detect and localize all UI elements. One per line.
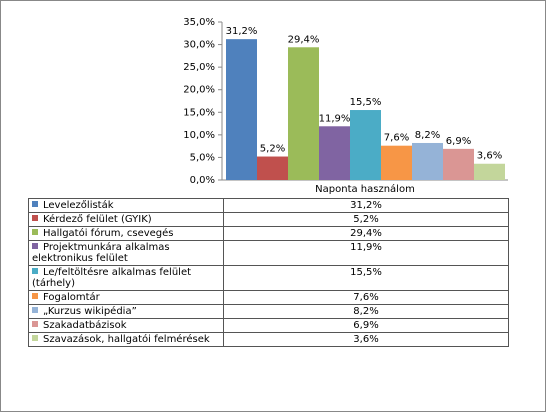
y-tick-label: 5,0%: [190, 152, 215, 163]
value-cell: 11,9%: [223, 240, 509, 266]
bar: [412, 142, 443, 180]
bar: [319, 126, 350, 180]
legend-key: [32, 201, 38, 207]
legend-label: Hallgatói fórum, csevegés: [43, 228, 174, 239]
table-row: Hallgatói fórum, csevegés 29,4%: [28, 226, 509, 241]
table-row: Le/feltöltésre alkalmas felület (tárhely…: [28, 265, 509, 291]
legend-label: Le/feltöltésre alkalmas felület (tárhely…: [32, 267, 192, 289]
table-row: Szavazások, hallgatói felmérések 3,6%: [28, 332, 509, 347]
table-row: Kérdező felület (GYIK) 5,2%: [28, 212, 509, 227]
bar: [474, 163, 505, 180]
data-label: 15,5%: [350, 97, 382, 108]
data-label: 29,4%: [288, 34, 320, 45]
y-tick-label: 10,0%: [183, 130, 215, 141]
y-tick-label: 20,0%: [183, 85, 215, 96]
data-label: 6,9%: [446, 136, 471, 147]
bar: [350, 110, 381, 180]
legend-cell: Levelezőlisták: [28, 198, 224, 213]
bar: [443, 148, 474, 180]
y-tick-label: 25,0%: [183, 62, 215, 73]
y-tick-label: 0,0%: [190, 175, 215, 186]
value-cell: 29,4%: [223, 226, 509, 241]
value-cell: 15,5%: [223, 265, 509, 291]
data-label: 7,6%: [384, 133, 409, 144]
bar: [381, 145, 412, 180]
value-cell: 5,2%: [223, 212, 509, 227]
legend-key: [32, 268, 38, 274]
legend-label: Szavazások, hallgatói felmérések: [43, 334, 210, 345]
value-cell: 7,6%: [223, 290, 509, 305]
value-cell: 31,2%: [223, 198, 509, 213]
legend-label: Kérdező felület (GYIK): [43, 214, 152, 225]
legend-key: [32, 215, 38, 221]
table-row: Levelezőlisták 31,2%: [28, 198, 509, 213]
legend-label: Projektmunkára alkalmas elektronikus fel…: [32, 242, 170, 264]
y-tick-label: 30,0%: [183, 40, 215, 51]
legend-key: [32, 293, 38, 299]
value-cell: 3,6%: [223, 332, 509, 347]
bar: [257, 156, 288, 180]
legend-cell: Hallgatói fórum, csevegés: [28, 226, 224, 241]
legend-cell: Projektmunkára alkalmas elektronikus fel…: [28, 240, 224, 266]
bar: [226, 39, 257, 181]
legend-key: [32, 321, 38, 327]
data-label: 8,2%: [415, 130, 440, 141]
legend-key: [32, 307, 38, 313]
table-row: Projektmunkára alkalmas elektronikus fel…: [28, 240, 509, 266]
x-tick-label: Naponta használom: [315, 183, 415, 195]
bar: [288, 47, 319, 180]
table-row: Szakadatbázisok 6,9%: [28, 318, 509, 333]
legend-key: [32, 229, 38, 235]
legend-cell: Szavazások, hallgatói felmérések: [28, 332, 224, 347]
table-row: Fogalomtár 7,6%: [28, 290, 509, 305]
legend-label: Fogalomtár: [43, 292, 100, 303]
legend-cell: „Kurzus wikipédia”: [28, 304, 224, 319]
legend-label: Szakadatbázisok: [43, 320, 127, 331]
data-label: 31,2%: [226, 26, 258, 37]
data-label: 11,9%: [319, 113, 351, 124]
legend-cell: Szakadatbázisok: [28, 318, 224, 333]
legend-cell: Le/feltöltésre alkalmas felület (tárhely…: [28, 265, 224, 291]
y-tick-label: 35,0%: [183, 17, 215, 28]
data-label: 5,2%: [260, 144, 285, 155]
legend-key: [32, 335, 38, 341]
legend-label: „Kurzus wikipédia”: [43, 306, 137, 317]
value-cell: 8,2%: [223, 304, 509, 319]
legend-cell: Kérdező felület (GYIK): [28, 212, 224, 227]
data-label: 3,6%: [477, 151, 502, 162]
legend-cell: Fogalomtár: [28, 290, 224, 305]
legend-key: [32, 243, 38, 249]
data-table: Levelezőlisták 31,2% Kérdező felület (GYIK…: [28, 198, 509, 347]
table-row: „Kurzus wikipédia” 8,2%: [28, 304, 509, 319]
legend-label: Levelezőlisták: [43, 200, 114, 211]
y-tick-label: 15,0%: [183, 107, 215, 118]
value-cell: 6,9%: [223, 318, 509, 333]
